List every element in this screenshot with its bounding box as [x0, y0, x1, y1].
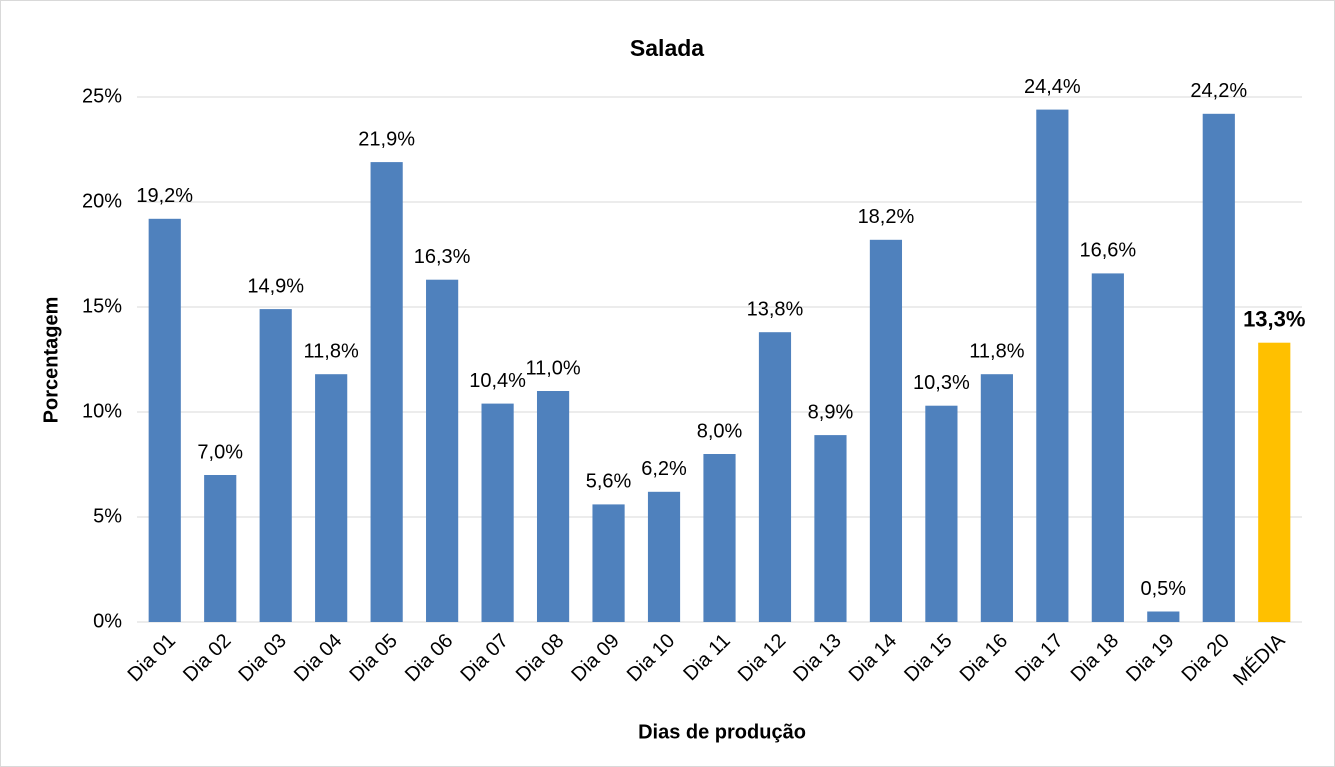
y-tick-label: 15% — [82, 295, 122, 317]
y-axis-label: Porcentagem — [40, 297, 62, 424]
data-label: 13,3% — [1243, 307, 1305, 332]
bar — [536, 391, 570, 622]
data-label: 16,6% — [1079, 240, 1136, 262]
data-label: 11,0% — [525, 357, 580, 379]
bar — [1258, 342, 1291, 622]
bar — [204, 475, 237, 622]
bar — [925, 405, 958, 622]
y-tick-label: 10% — [82, 400, 122, 422]
bar — [481, 403, 514, 622]
data-label: 5,6% — [586, 471, 632, 493]
data-label: 21,9% — [358, 128, 415, 150]
data-label: 19,2% — [136, 185, 193, 207]
bar — [1202, 113, 1235, 623]
bar — [370, 162, 403, 622]
data-label: 16,3% — [414, 246, 471, 268]
y-tick-label: 20% — [82, 190, 122, 212]
data-label: 10,3% — [913, 372, 970, 394]
bar — [315, 374, 348, 622]
data-label: 13,8% — [747, 298, 804, 320]
bar — [869, 239, 903, 623]
data-label: 6,2% — [641, 458, 687, 480]
y-tick-label: 0% — [93, 610, 122, 632]
data-label: 8,9% — [808, 401, 854, 423]
bar — [703, 454, 736, 622]
data-label: 0,5% — [1141, 578, 1187, 600]
bar — [980, 374, 1013, 622]
bar — [259, 309, 292, 622]
bar — [1147, 611, 1180, 622]
bar — [426, 279, 459, 622]
bar — [148, 218, 181, 623]
data-label: 8,0% — [697, 420, 743, 442]
data-label: 18,2% — [858, 206, 915, 228]
y-tick-label: 5% — [93, 505, 122, 527]
y-tick-label: 25% — [82, 85, 122, 107]
bar — [1036, 109, 1069, 623]
data-label: 24,4% — [1024, 76, 1081, 98]
data-label: 14,9% — [247, 275, 304, 297]
data-label: 24,2% — [1190, 80, 1247, 102]
bar — [814, 435, 847, 622]
chart-title: Salada — [630, 35, 704, 61]
bar — [758, 332, 792, 622]
x-axis-label: Dias de produção — [638, 721, 806, 743]
bar — [592, 504, 625, 622]
bar — [647, 491, 681, 622]
data-label: 11,8% — [969, 340, 1024, 362]
data-label: 7,0% — [197, 441, 243, 463]
data-label: 11,8% — [304, 340, 359, 362]
data-label: 10,4% — [469, 370, 526, 392]
bar — [1091, 273, 1124, 622]
